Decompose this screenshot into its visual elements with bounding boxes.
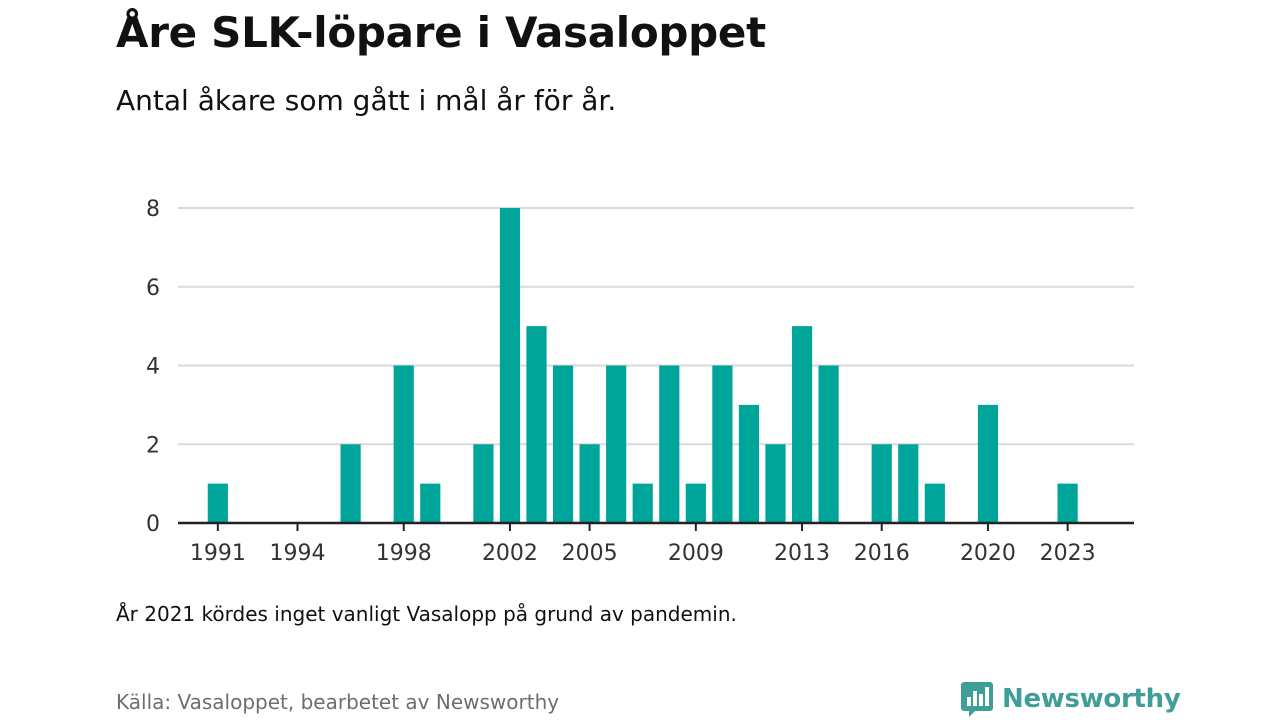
x-tick-label-2009: 2009 <box>668 541 724 566</box>
x-tick-label-2005: 2005 <box>562 541 618 566</box>
bar-1999 <box>420 483 441 523</box>
x-tick-label-1998: 1998 <box>376 541 432 566</box>
x-tick-label-2002: 2002 <box>482 541 538 566</box>
y-tick-label-4: 4 <box>146 355 160 380</box>
bar-2011 <box>738 404 760 523</box>
chart-title: Åre SLK-löpare i Vasaloppet <box>116 8 766 57</box>
y-axis-tick-labels: 0 2 4 6 8 <box>146 197 160 537</box>
bar-2010 <box>712 365 733 523</box>
bar-2008 <box>659 365 680 523</box>
bar-2017 <box>898 444 919 523</box>
chart-note: År 2021 kördes inget vanligt Vasalopp på… <box>116 602 737 626</box>
x-tick-label-1994: 1994 <box>270 541 326 566</box>
bar-1998 <box>393 365 414 523</box>
x-tick-label-2016: 2016 <box>854 541 910 566</box>
x-tick-label-1991: 1991 <box>190 541 246 566</box>
bar-1996 <box>340 444 361 523</box>
source-credit: Källa: Vasaloppet, bearbetet av Newswort… <box>116 690 560 714</box>
bar-2023 <box>1057 483 1078 523</box>
bar-2003 <box>526 326 547 523</box>
x-tick-label-2020: 2020 <box>960 541 1016 566</box>
bar-2014 <box>818 365 839 523</box>
bar-2018 <box>924 483 945 523</box>
bar-2007 <box>632 483 653 523</box>
bar-2002 <box>499 208 521 523</box>
y-tick-label-2: 2 <box>146 433 160 458</box>
bar-2005 <box>579 444 600 523</box>
gridlines <box>178 207 1134 446</box>
x-axis-tick-labels: 1991 1994 1998 2002 2005 2009 2013 2016 2020 2023 <box>190 541 1096 566</box>
x-axis <box>178 521 1134 531</box>
y-tick-label-0: 0 <box>146 512 160 537</box>
bar-2016 <box>871 444 892 523</box>
bar-2020 <box>977 404 999 523</box>
y-tick-label-6: 6 <box>146 276 160 301</box>
bar-2001 <box>473 444 494 523</box>
bar-2006 <box>606 365 627 523</box>
chart-subtitle: Antal åkare som gått i mål år för år. <box>116 84 617 117</box>
brand-name: Newsworthy <box>1002 684 1181 714</box>
bars <box>207 208 1078 523</box>
x-tick-label-2013: 2013 <box>774 541 830 566</box>
x-tick-label-2023: 2023 <box>1040 541 1096 566</box>
y-tick-label-8: 8 <box>146 197 160 222</box>
bar-chart-speech-bubble-icon <box>961 682 993 717</box>
bar-2009 <box>685 483 706 523</box>
bar-2013 <box>791 326 813 523</box>
bar-2012 <box>765 444 786 523</box>
bar-2004 <box>552 365 574 523</box>
bar-1991 <box>207 483 228 523</box>
newsworthy-logo: Newsworthy <box>960 680 1181 718</box>
